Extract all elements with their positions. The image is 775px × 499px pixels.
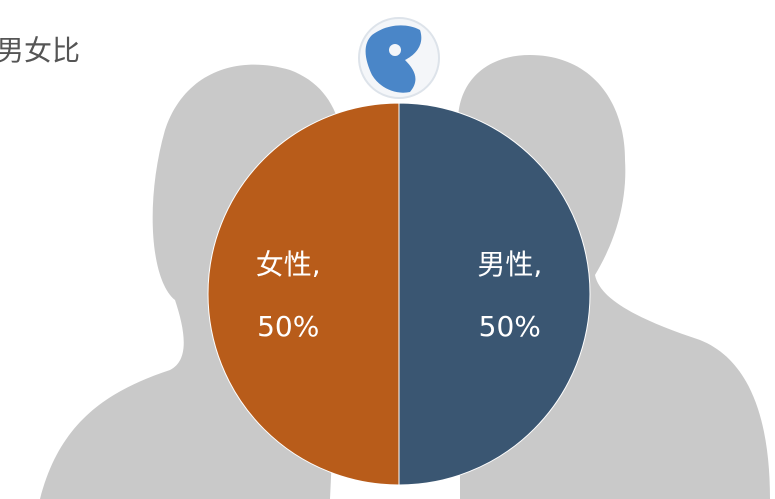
globe-sea (389, 44, 401, 56)
pie: 男性, 50% 女性, 50% (207, 102, 591, 486)
pie-slice (207, 102, 400, 486)
slice-value-label: 50% (479, 310, 541, 343)
slice-name-label: 女性, (256, 248, 321, 281)
slice-value-label: 50% (257, 310, 319, 343)
pie-slice (398, 102, 591, 486)
slice-name-label: 男性, (477, 248, 542, 281)
globe-land (365, 25, 422, 93)
chart-title: 男女比 (0, 34, 80, 67)
globe (358, 17, 440, 99)
